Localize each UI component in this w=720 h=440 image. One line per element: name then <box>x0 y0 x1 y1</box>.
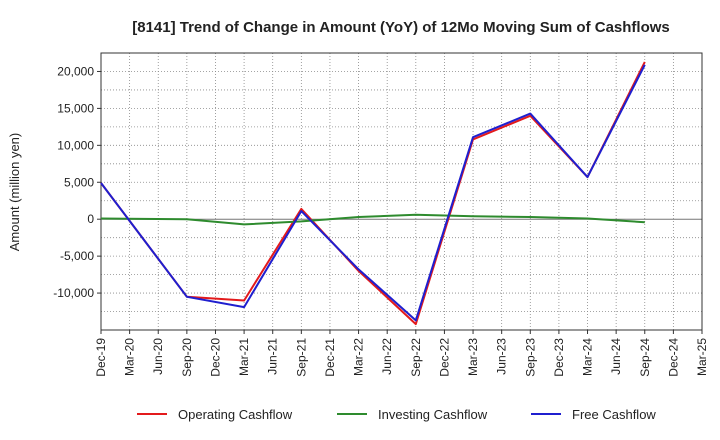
x-tick-label: Mar-20 <box>123 338 137 376</box>
y-tick-label: 20,000 <box>57 64 94 78</box>
x-tick-label: Mar-23 <box>466 338 480 376</box>
y-tick-label: 5,000 <box>64 175 94 189</box>
x-tick-label: Dec-23 <box>552 338 566 377</box>
grid <box>100 52 703 330</box>
y-tick-label: -5,000 <box>60 249 94 263</box>
series-line-free-cashflow <box>100 64 646 322</box>
y-axis-ticks: -10,000 -5,000 0 5,000 10,000 15,000 20,000 <box>53 64 101 300</box>
y-tick-label: -10,000 <box>53 286 94 300</box>
legend: Operating Cashflow Investing Cashflow Free… <box>137 407 656 422</box>
series-line-operating-cashflow <box>100 61 646 326</box>
x-tick-label: Dec-19 <box>94 338 108 377</box>
x-tick-label: Sep-20 <box>180 338 194 377</box>
series-lines <box>100 61 646 326</box>
x-tick-label: Dec-21 <box>323 338 337 377</box>
y-tick-label: 0 <box>87 212 94 226</box>
axes <box>100 52 703 331</box>
plot-frame <box>100 52 703 331</box>
x-tick-label: Jun-21 <box>266 338 280 375</box>
x-tick-label: Mar-22 <box>352 338 366 376</box>
x-tick-label: Mar-25 <box>695 338 709 376</box>
series-line-investing-cashflow <box>100 213 645 226</box>
chart-title: [8141] Trend of Change in Amount (YoY) o… <box>132 19 670 36</box>
x-tick-label: Dec-22 <box>437 338 451 377</box>
legend-label-free-cashflow: Free Cashflow <box>572 407 656 422</box>
x-tick-label: Jun-22 <box>380 338 394 375</box>
y-tick-label: 15,000 <box>57 101 94 115</box>
x-tick-label: Mar-24 <box>581 338 595 376</box>
x-tick-label: Jun-23 <box>495 338 509 375</box>
y-tick-label: 10,000 <box>57 138 94 152</box>
legend-label-operating-cashflow: Operating Cashflow <box>178 407 293 422</box>
x-tick-label: Jun-20 <box>151 338 165 375</box>
x-tick-label: Mar-21 <box>237 338 251 376</box>
x-tick-label: Jun-24 <box>609 338 623 375</box>
x-tick-label: Sep-23 <box>523 338 537 377</box>
y-axis-label: Amount (million yen) <box>7 133 22 252</box>
x-axis-ticks: Dec-19 Mar-20 Jun-20 Sep-20 Dec-20 Mar-21 Jun-… <box>94 330 709 377</box>
x-tick-label: Sep-21 <box>294 338 308 377</box>
legend-label-investing-cashflow: Investing Cashflow <box>378 407 488 422</box>
x-tick-label: Dec-24 <box>666 338 680 377</box>
x-tick-label: Sep-24 <box>638 338 652 377</box>
x-tick-label: Sep-22 <box>409 338 423 377</box>
x-tick-label: Dec-20 <box>208 338 222 377</box>
